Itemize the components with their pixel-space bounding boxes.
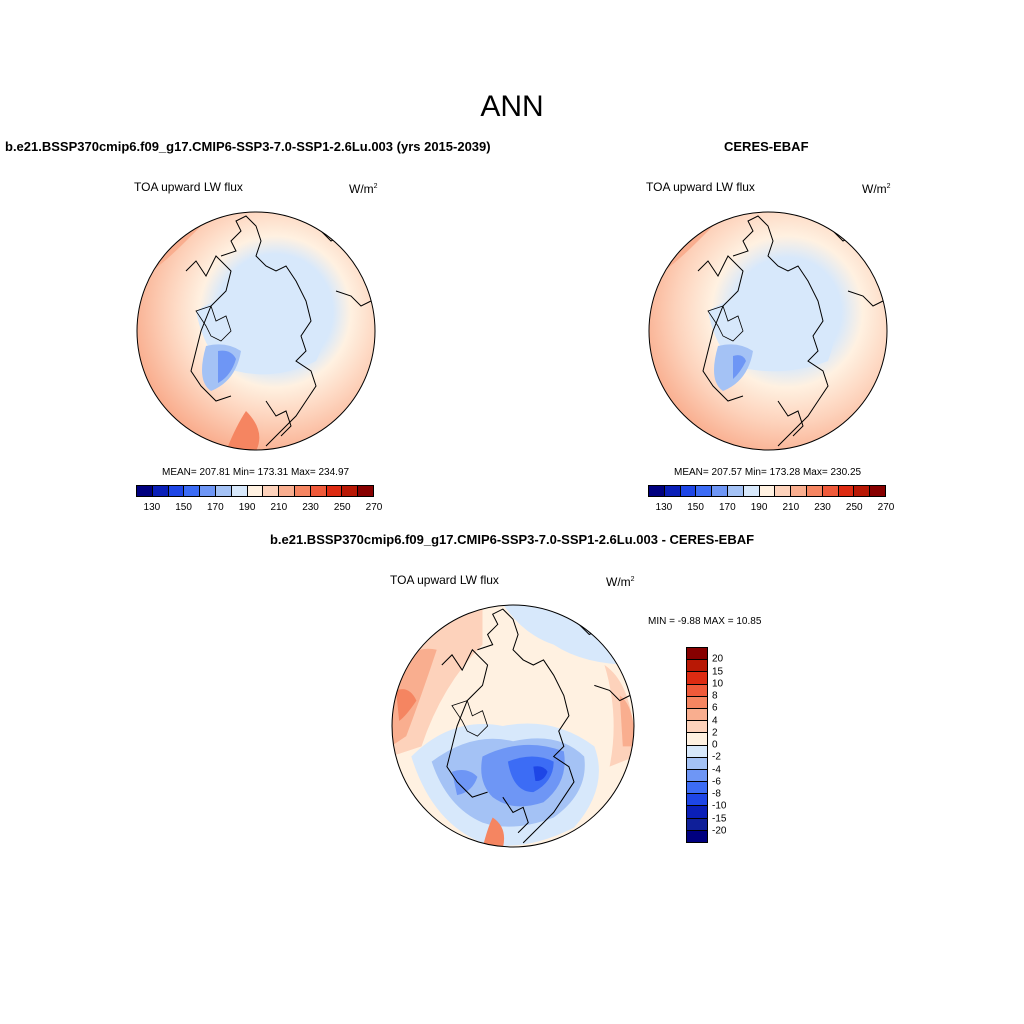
colorbar-label: 130 bbox=[143, 502, 161, 513]
colorbar-swatch bbox=[687, 757, 707, 770]
colorbar-swatch bbox=[687, 806, 707, 819]
colorbar-swatch bbox=[712, 486, 728, 496]
colorbar-label: 250 bbox=[333, 502, 351, 513]
colorbar-label: 170 bbox=[718, 502, 736, 513]
colorbar-swatch bbox=[838, 486, 855, 496]
colorbar-swatch bbox=[231, 486, 248, 496]
colorbar-swatch bbox=[687, 721, 707, 734]
diff-polar-map bbox=[391, 604, 635, 848]
model-colorbar-labels: 130 150 170 190 210 230 250 270 bbox=[136, 502, 383, 516]
colorbar-swatch bbox=[687, 672, 707, 685]
main-title: ANN bbox=[480, 90, 544, 123]
colorbar-swatch bbox=[310, 486, 327, 496]
colorbar-swatch bbox=[687, 745, 707, 758]
colorbar-label: 230 bbox=[302, 502, 319, 513]
colorbar-swatch bbox=[687, 684, 707, 697]
colorbar-swatch bbox=[759, 486, 776, 496]
colorbar-label: 4 bbox=[712, 715, 718, 726]
colorbar-label: 150 bbox=[175, 502, 192, 513]
diff-minmax: MIN = -9.88 MAX = 10.85 bbox=[648, 616, 762, 627]
diff-unit-label: W/m2 bbox=[606, 575, 635, 589]
colorbar-swatch bbox=[791, 486, 807, 496]
obs-polar-map bbox=[648, 211, 888, 451]
obs-colorbar bbox=[648, 485, 886, 497]
colorbar-swatch bbox=[870, 486, 885, 496]
colorbar-label: 15 bbox=[712, 666, 724, 677]
colorbar-label: 190 bbox=[750, 502, 768, 513]
colorbar-label: 210 bbox=[782, 502, 800, 513]
colorbar-swatch bbox=[137, 486, 153, 496]
colorbar-swatch bbox=[854, 486, 871, 496]
colorbar-swatch bbox=[200, 486, 216, 496]
colorbar-label: -10 bbox=[712, 800, 727, 812]
colorbar-label: 20 bbox=[712, 653, 724, 665]
colorbar-swatch bbox=[649, 486, 665, 496]
colorbar-label: -4 bbox=[712, 764, 721, 775]
colorbar-swatch bbox=[775, 486, 792, 496]
colorbar-swatch bbox=[152, 486, 169, 496]
colorbar-swatch bbox=[743, 486, 760, 496]
colorbar-label: 170 bbox=[206, 502, 224, 513]
colorbar-label: 8 bbox=[712, 690, 718, 702]
colorbar-swatch bbox=[263, 486, 280, 496]
colorbar-label: 10 bbox=[712, 678, 724, 690]
colorbar-swatch bbox=[806, 486, 823, 496]
colorbar-swatch bbox=[687, 660, 707, 673]
diff-colorbar-labels: 20 15 10 8 6 4 2 0 -2 -4 -6 -8 -10 -15 -20 bbox=[712, 647, 752, 843]
colorbar-swatch bbox=[664, 486, 681, 496]
colorbar-swatch bbox=[727, 486, 744, 496]
colorbar-label: 250 bbox=[845, 502, 863, 513]
colorbar-swatch bbox=[184, 486, 201, 496]
colorbar-swatch bbox=[687, 782, 707, 795]
model-stats: MEAN= 207.81 Min= 173.31 Max= 234.97 bbox=[162, 467, 350, 478]
colorbar-swatch bbox=[696, 486, 713, 496]
model-unit-label: W/m2 bbox=[349, 182, 378, 196]
colorbar-label: 190 bbox=[238, 502, 256, 513]
colorbar-swatch bbox=[247, 486, 264, 496]
diff-panel-title: b.e21.BSSP370cmip6.f09_g17.CMIP6-SSP3-7.… bbox=[269, 532, 755, 547]
colorbar-label: 130 bbox=[655, 502, 673, 513]
colorbar-swatch bbox=[168, 486, 185, 496]
colorbar-swatch bbox=[687, 708, 707, 722]
colorbar-swatch bbox=[687, 648, 707, 661]
colorbar-label: -8 bbox=[712, 788, 721, 800]
colorbar-label: 270 bbox=[877, 502, 895, 513]
colorbar-label: -15 bbox=[712, 813, 727, 824]
model-variable-label: TOA upward LW flux bbox=[134, 180, 243, 194]
model-panel-title: b.e21.BSSP370cmip6.f09_g17.CMIP6-SSP3-7.… bbox=[5, 139, 491, 154]
colorbar-label: 210 bbox=[270, 502, 288, 513]
colorbar-swatch bbox=[294, 486, 311, 496]
colorbar-swatch bbox=[326, 486, 343, 496]
colorbar-label: 6 bbox=[712, 702, 718, 714]
colorbar-label: 230 bbox=[814, 502, 831, 513]
colorbar-swatch bbox=[687, 830, 707, 842]
colorbar-swatch bbox=[687, 818, 707, 831]
diff-variable-label: TOA upward LW flux bbox=[390, 573, 499, 587]
colorbar-swatch bbox=[687, 769, 707, 783]
obs-colorbar-labels: 130 150 170 190 210 230 250 270 bbox=[648, 502, 895, 516]
colorbar-swatch bbox=[215, 486, 232, 496]
colorbar-label: 2 bbox=[712, 727, 718, 739]
colorbar-swatch bbox=[822, 486, 839, 496]
model-polar-map bbox=[136, 211, 376, 451]
colorbar-label: 150 bbox=[687, 502, 704, 513]
obs-unit-label: W/m2 bbox=[862, 182, 891, 196]
colorbar-swatch bbox=[279, 486, 295, 496]
colorbar-swatch bbox=[687, 696, 707, 709]
obs-panel-title: CERES-EBAF bbox=[724, 139, 809, 154]
colorbar-label: 270 bbox=[365, 502, 383, 513]
obs-variable-label: TOA upward LW flux bbox=[646, 180, 755, 194]
colorbar-label: 0 bbox=[712, 739, 718, 751]
diff-colorbar bbox=[686, 647, 708, 843]
colorbar-label: -20 bbox=[712, 825, 727, 837]
colorbar-swatch bbox=[680, 486, 697, 496]
obs-stats: MEAN= 207.57 Min= 173.28 Max= 230.25 bbox=[674, 467, 862, 478]
colorbar-swatch bbox=[687, 733, 707, 746]
colorbar-swatch bbox=[687, 794, 707, 807]
colorbar-label: -2 bbox=[712, 751, 721, 763]
model-colorbar bbox=[136, 485, 374, 497]
colorbar-swatch bbox=[342, 486, 359, 496]
colorbar-label: -6 bbox=[712, 776, 721, 788]
colorbar-swatch bbox=[358, 486, 373, 496]
